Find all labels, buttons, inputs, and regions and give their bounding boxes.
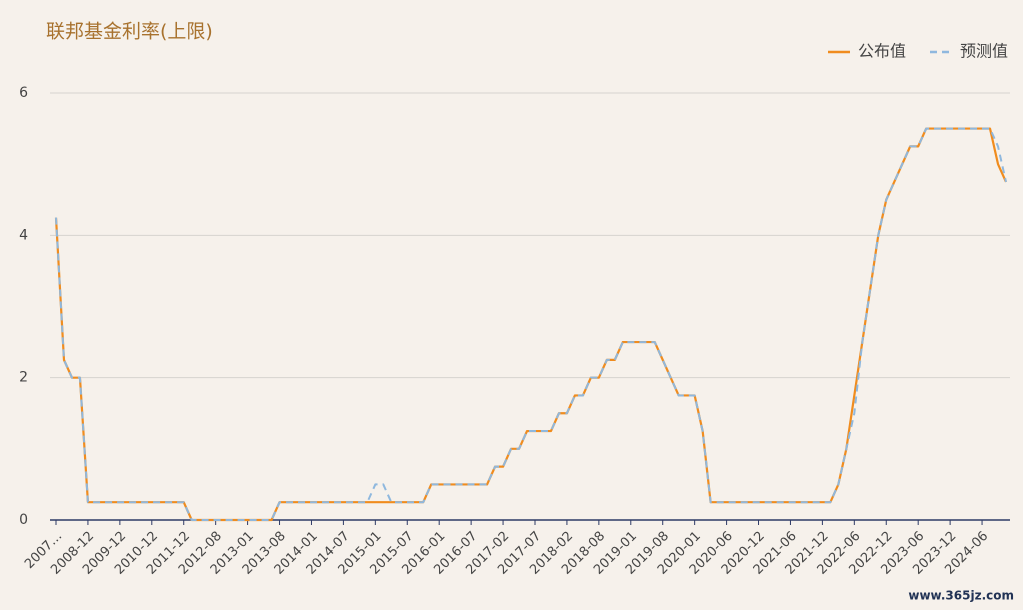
chart-title: 联邦基金利率(上限) xyxy=(46,21,213,43)
watermark: www.365jz.com xyxy=(908,589,1014,603)
y-tick-label: 0 xyxy=(19,512,28,528)
y-tick-label: 6 xyxy=(19,85,28,101)
legend-label: 公布值 xyxy=(858,42,906,61)
y-tick-label: 2 xyxy=(19,370,28,386)
legend-label: 预测值 xyxy=(960,42,1008,61)
y-tick-label: 4 xyxy=(19,227,28,243)
series-line xyxy=(55,127,1007,521)
